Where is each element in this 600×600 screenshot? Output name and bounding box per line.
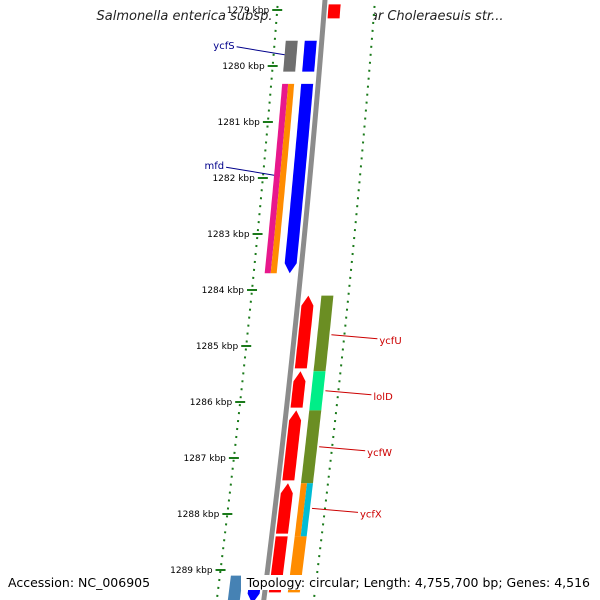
tick-label-1: 1280 kbp	[222, 62, 265, 72]
gene-feature-2	[264, 83, 289, 274]
gene-feature-7	[282, 410, 302, 481]
gene-leader-0	[236, 46, 285, 56]
gene-feature-11	[309, 371, 326, 411]
backbone-group	[261, 0, 328, 600]
gene-label-ycfS[interactable]: ycfS	[213, 41, 234, 52]
gene-label-ycfW[interactable]: ycfW	[367, 448, 392, 459]
tick-label-0: 1279 kbp	[227, 6, 270, 16]
summary-text: Topology: circular; Length: 4,755,700 bp…	[240, 575, 590, 590]
gene-feature-18	[327, 4, 341, 19]
tick-label-2: 1281 kbp	[217, 118, 260, 128]
gene-feature-14	[300, 483, 313, 537]
gene-feature-5	[294, 295, 314, 369]
gene-feature-16	[227, 575, 243, 600]
gene-label-mfd[interactable]: mfd	[204, 161, 224, 172]
gene-label-lolD[interactable]: lolD	[373, 392, 393, 403]
gene-feature-4	[284, 83, 314, 274]
gene-feature-1	[302, 40, 317, 72]
accession-text: Accession: NC_006905	[8, 575, 151, 590]
tick-label-4: 1283 kbp	[207, 230, 250, 240]
gene-label-ycfU[interactable]: ycfU	[379, 336, 401, 347]
tick-label-6: 1285 kbp	[196, 342, 239, 352]
gene-leader-1	[226, 166, 275, 176]
gene-feature-0	[283, 40, 298, 72]
gene-leader-2	[331, 334, 378, 340]
gene-label-ycfX[interactable]: ycfX	[360, 509, 382, 520]
gene-feature-10	[313, 295, 334, 372]
ticks-group: 1279 kbp 1280 kbp 1281 kbp 1282 kbp 1283 kbp…	[170, 6, 283, 576]
tick-label-10: 1289 kbp	[170, 566, 213, 576]
tick-label-9: 1288 kbp	[177, 510, 220, 520]
gene-feature-13	[294, 483, 307, 537]
gene-leader-5	[311, 507, 359, 513]
tick-label-3: 1282 kbp	[212, 174, 255, 184]
gene-leader-3	[325, 390, 372, 396]
gene-leader-4	[319, 446, 366, 452]
tick-label-5: 1284 kbp	[202, 286, 245, 296]
tick-label-7: 1286 kbp	[190, 398, 233, 408]
gene-feature-8	[276, 483, 293, 534]
gene-feature-6	[290, 371, 306, 408]
gene-feature-3	[270, 83, 295, 274]
tick-label-8: 1287 kbp	[183, 454, 226, 464]
backbone-line	[261, 0, 328, 600]
gene-labels-group: ycfS mfd ycfU lolD ycfW ycfX	[204, 41, 401, 521]
gene-feature-12	[301, 410, 322, 484]
features-group	[227, 4, 341, 600]
